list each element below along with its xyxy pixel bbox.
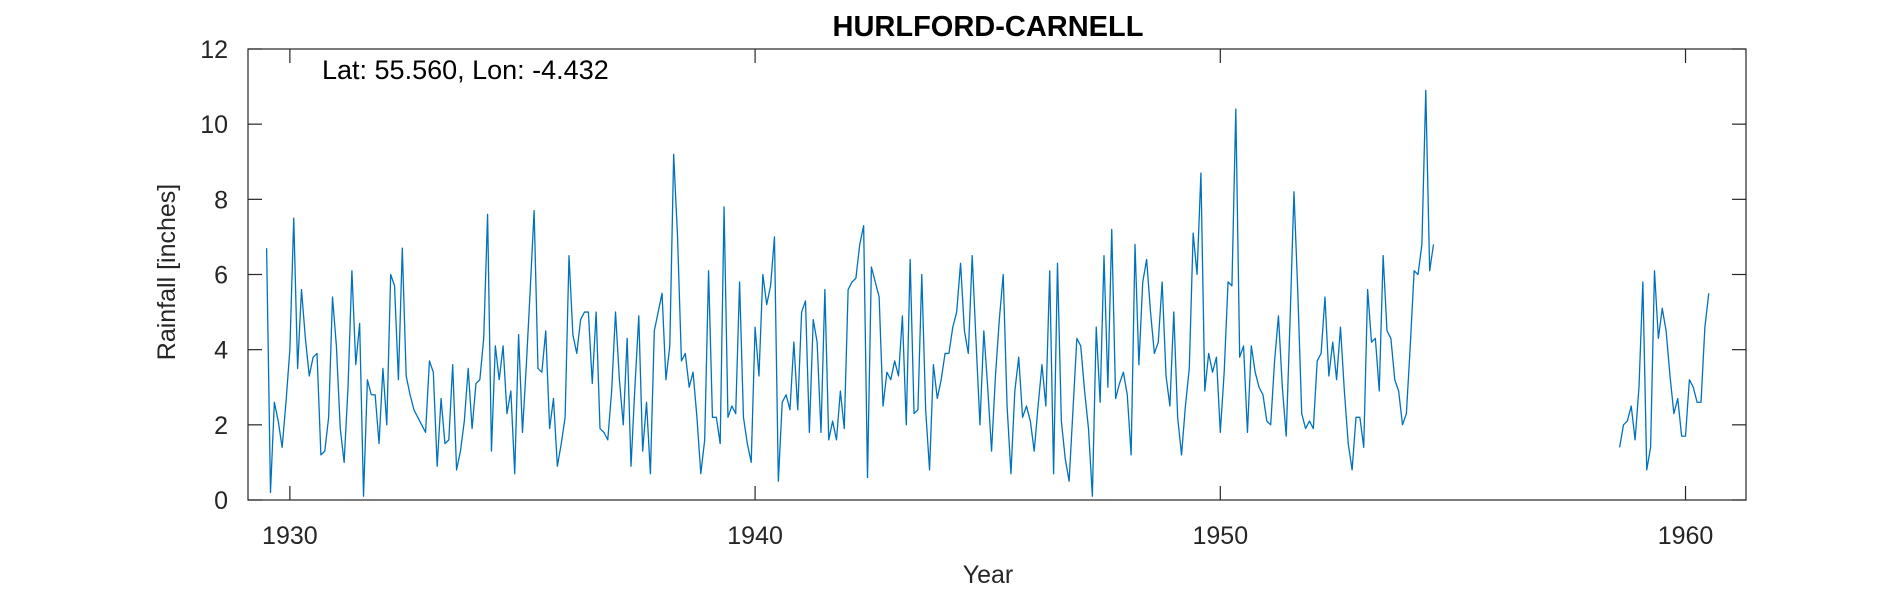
rainfall-series-line — [265, 89, 1435, 497]
x-axis-label: Year — [963, 561, 1014, 589]
y-tick-label: 0 — [214, 487, 228, 515]
x-tick-label: 1960 — [1658, 522, 1714, 550]
plot-frame — [247, 48, 1747, 501]
y-tick-label: 4 — [214, 337, 228, 365]
chart-title: HURLFORD-CARNELL — [833, 11, 1144, 43]
series-group — [265, 89, 1710, 497]
y-tick-label: 2 — [214, 412, 228, 440]
location-annotation: Lat: 55.560, Lon: -4.432 — [322, 55, 609, 85]
x-tick-label: 1940 — [727, 522, 783, 550]
x-tick-label: 1930 — [262, 522, 318, 550]
x-tick-label: 1950 — [1192, 522, 1248, 550]
y-tick-label: 6 — [214, 262, 228, 290]
y-tick-label: 12 — [200, 36, 228, 64]
y-tick-label: 10 — [200, 111, 228, 139]
y-axis-label: Rainfall [inches] — [153, 184, 181, 360]
plot-axes: 1930 1940 1950 1960 0 2 4 6 8 10 12 — [200, 36, 1747, 550]
rainfall-series-line — [1618, 270, 1710, 471]
y-tick-label: 8 — [214, 186, 228, 214]
